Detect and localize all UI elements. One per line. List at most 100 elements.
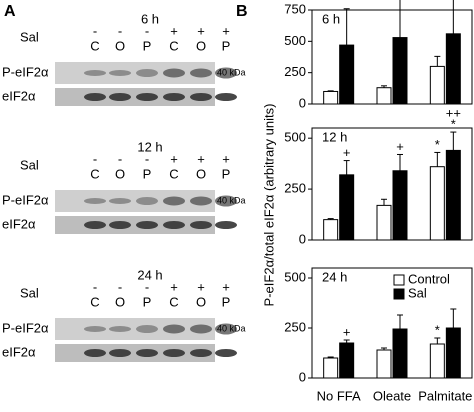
significance: * [451, 117, 456, 132]
band [136, 197, 158, 205]
bar [445, 149, 461, 241]
sign: - [93, 151, 97, 166]
marker-label: 40 kDa [217, 323, 246, 333]
group: C [90, 166, 99, 181]
band [84, 349, 106, 357]
group: O [115, 38, 125, 53]
group: C [90, 38, 99, 53]
y-tick-label: 0 [299, 369, 306, 384]
blot-strip [55, 318, 215, 340]
sign: - [118, 279, 122, 294]
sign: - [145, 151, 149, 166]
group: O [196, 166, 206, 181]
treatment-label: Sal [20, 285, 39, 300]
band [109, 70, 131, 76]
time-label: 12 h [137, 139, 162, 154]
band [84, 93, 106, 101]
bar [339, 174, 355, 241]
axes-frame [311, 267, 473, 379]
row-label: P-eIF2α [2, 192, 49, 207]
sign: - [93, 279, 97, 294]
marker-label: 40 kDa [217, 195, 246, 205]
group: C [169, 38, 178, 53]
panel-title: 12 h [322, 129, 347, 144]
significance: + [343, 324, 351, 339]
treatment-label: Sal [20, 157, 39, 172]
group: O [115, 294, 125, 309]
sign: + [170, 151, 178, 166]
sign: + [222, 151, 230, 166]
y-tick-label: 750 [284, 1, 306, 16]
axes-frame [311, 9, 473, 105]
bar [323, 357, 339, 379]
band [190, 196, 212, 206]
sign: + [197, 23, 205, 38]
group: C [90, 294, 99, 309]
band [215, 93, 237, 101]
sign: + [170, 279, 178, 294]
band [215, 195, 237, 207]
bar [376, 204, 392, 241]
x-tick-label: Oleate [373, 388, 411, 403]
sign: - [145, 279, 149, 294]
marker-label: 40 kDa [217, 67, 246, 77]
band [215, 221, 237, 229]
blot-strip [55, 344, 215, 362]
bar [445, 33, 461, 105]
band [163, 93, 185, 101]
group: O [196, 38, 206, 53]
axes-frame [311, 127, 473, 241]
significance: + [343, 145, 351, 160]
bar [429, 343, 445, 379]
bar [323, 90, 339, 105]
band [190, 349, 212, 357]
bar [376, 349, 392, 379]
bar [392, 37, 408, 105]
y-axis-label: P-eIF2α/total eIF2α (arbitrary units) [261, 104, 276, 307]
band [190, 93, 212, 101]
significance: ++ [446, 106, 461, 121]
row-label: P-eIF2α [2, 64, 49, 79]
band [163, 221, 185, 229]
band [109, 349, 131, 357]
band [109, 93, 131, 101]
group: O [115, 166, 125, 181]
sign: - [118, 151, 122, 166]
band [136, 221, 158, 229]
row-label: eIF2α [2, 88, 36, 103]
band [136, 325, 158, 333]
group: C [169, 294, 178, 309]
blot-strip [55, 216, 215, 234]
sign: + [170, 23, 178, 38]
y-tick-label: 500 [284, 33, 306, 48]
bar [445, 327, 461, 379]
y-tick-label: 0 [299, 231, 306, 246]
band [136, 69, 158, 77]
sign: + [222, 279, 230, 294]
group: O [196, 294, 206, 309]
bar [323, 219, 339, 241]
sign: - [145, 23, 149, 38]
bar [429, 166, 445, 241]
bar [392, 170, 408, 241]
significance: + [396, 139, 404, 154]
sign: - [93, 23, 97, 38]
group: P [222, 166, 231, 181]
y-tick-label: 0 [299, 95, 306, 110]
band [215, 349, 237, 357]
group: P [222, 38, 231, 53]
band [109, 326, 131, 332]
band [215, 323, 237, 335]
band [84, 70, 106, 76]
treatment-label: Sal [20, 29, 39, 44]
group: P [143, 294, 152, 309]
bar [339, 342, 355, 379]
group: P [222, 294, 231, 309]
time-label: 24 h [137, 267, 162, 282]
time-label: 6 h [141, 11, 159, 26]
row-label: eIF2α [2, 216, 36, 231]
y-tick-label: 250 [284, 181, 306, 196]
group: C [169, 166, 178, 181]
band [84, 326, 106, 332]
